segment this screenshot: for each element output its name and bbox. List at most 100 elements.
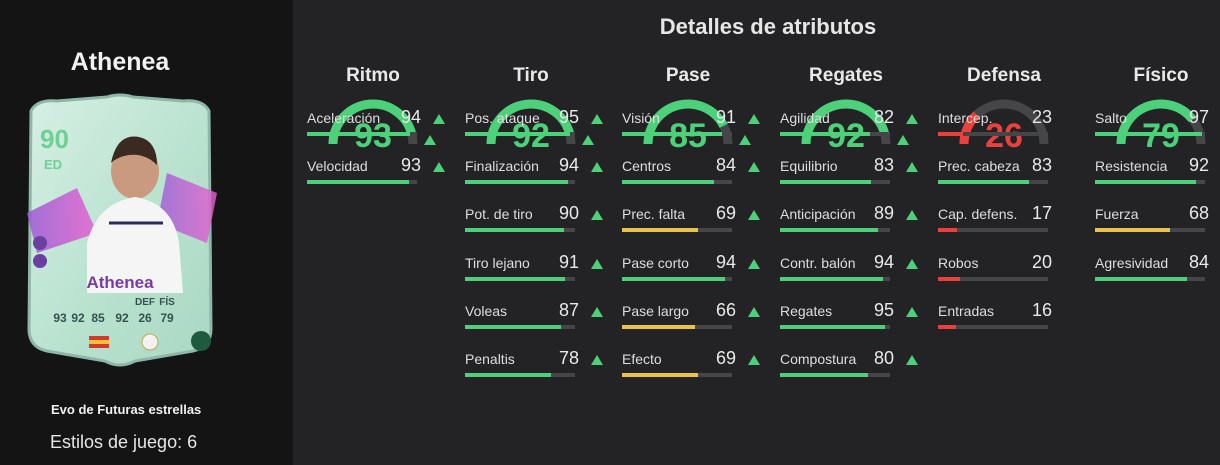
stat-label: Contr. balón <box>780 255 856 271</box>
stat-bar-fill <box>1095 277 1188 281</box>
up-arrow-icon <box>748 259 760 269</box>
card-stat-value: 92 <box>71 311 85 325</box>
stat-row: Pase largo 66 <box>622 300 762 335</box>
stat-label: Intercep. <box>938 110 993 126</box>
stat-row: Aceleración 94 <box>307 107 447 142</box>
stat-value: 91 <box>715 107 736 127</box>
stat-bar-track <box>938 277 1048 281</box>
stat-bar-track <box>465 132 575 136</box>
up-arrow-icon <box>591 307 603 317</box>
stat-value: 80 <box>873 348 894 368</box>
stat-row: Visión 91 <box>622 107 762 142</box>
stat-value: 91 <box>558 252 579 272</box>
stat-bar-fill <box>938 180 1030 184</box>
stat-label: Fuerza <box>1095 206 1139 222</box>
stat-value: 93 <box>400 155 421 175</box>
up-arrow-icon <box>748 162 760 172</box>
stat-label: Agresividad <box>1095 255 1169 271</box>
category-name: Físico <box>1133 65 1189 86</box>
stat-label: Regates <box>780 303 833 319</box>
stat-bar-fill <box>780 325 885 329</box>
stat-value: 84 <box>715 155 736 175</box>
stat-bar-fill <box>780 228 878 232</box>
stat-label: Equilibrio <box>780 158 838 174</box>
up-arrow-icon <box>591 259 603 269</box>
stat-label: Robos <box>938 255 979 271</box>
gauge-fill <box>1116 99 1197 145</box>
stat-value: 69 <box>715 348 736 368</box>
stat-bar-fill <box>307 180 410 184</box>
stat-label: Agilidad <box>780 110 830 126</box>
stat-bar-track <box>780 373 890 377</box>
stat-label: Resistencia <box>1095 158 1168 174</box>
stat-label: Pase largo <box>622 303 689 319</box>
stat-label: Aceleración <box>307 110 381 126</box>
stat-value: 89 <box>873 203 894 223</box>
gauge-fill <box>328 99 417 145</box>
stat-value: 66 <box>715 300 736 320</box>
stat-bar-track <box>780 325 890 329</box>
stat-bar-fill <box>465 180 569 184</box>
stat-bar-track <box>622 325 732 329</box>
stat-row: Entradas 16 <box>938 300 1078 335</box>
up-arrow-icon <box>906 114 918 124</box>
stat-bar-track <box>938 228 1048 232</box>
stat-label: Compostura <box>780 351 857 367</box>
category-name: Pase <box>665 65 711 86</box>
stat-row: Centros 84 <box>622 155 762 190</box>
stat-row: Efecto 69 <box>622 348 762 383</box>
stat-bar-track <box>1095 180 1205 184</box>
stat-value: 90 <box>558 203 579 223</box>
card-overall: 90 <box>40 124 69 154</box>
stat-value: 82 <box>873 107 894 127</box>
stat-bar-fill <box>307 132 411 136</box>
stat-bar-fill <box>465 277 566 281</box>
stat-value: 78 <box>558 348 579 368</box>
player-card-image[interactable] <box>17 93 223 369</box>
up-arrow-icon <box>433 114 445 124</box>
stat-label: Finalización <box>465 158 539 174</box>
stat-bar-fill <box>780 180 872 184</box>
stat-row: Salto 97 <box>1095 107 1220 142</box>
stat-label: Entradas <box>938 303 995 319</box>
stat-bar-track <box>1095 277 1205 281</box>
stat-value: 20 <box>1031 252 1052 272</box>
stat-bar-track <box>465 228 575 232</box>
stat-row: Penaltis 78 <box>465 348 605 383</box>
stat-label: Pot. de tiro <box>465 206 533 222</box>
stat-bar-fill <box>1095 228 1170 232</box>
stat-bar-fill <box>780 373 868 377</box>
stat-value: 94 <box>400 107 421 127</box>
stat-bar-track <box>307 132 417 136</box>
stat-value: 17 <box>1031 203 1052 223</box>
gauge-fill <box>959 111 980 145</box>
stat-bar-fill <box>938 132 964 136</box>
page-title: Detalles de atributos <box>659 14 877 39</box>
stat-bar-fill <box>622 373 698 377</box>
up-arrow-icon <box>582 135 594 145</box>
stat-row: Pot. de tiro 90 <box>465 203 605 238</box>
up-arrow-icon <box>906 259 918 269</box>
card-stat-label: DEF <box>135 297 155 308</box>
card-stat-value: 92 <box>115 311 129 325</box>
stat-bar-track <box>938 132 1048 136</box>
stat-value: 95 <box>873 300 894 320</box>
category-name: Regates <box>809 65 883 86</box>
stat-bar-fill <box>1095 132 1202 136</box>
stat-label: Efecto <box>622 351 662 367</box>
stat-row: Velocidad 93 <box>307 155 447 190</box>
card-player-name: Athenea <box>86 273 154 292</box>
stat-bar-track <box>780 180 890 184</box>
stat-bar-fill <box>465 228 564 232</box>
player-panel: Athenea 90 ED Athenea 93 92 85 92 DEF 26 FÍ <box>0 0 293 465</box>
stat-bar-fill <box>938 228 957 232</box>
stat-label: Cap. defens. <box>938 206 1018 222</box>
stat-bar-track <box>938 180 1048 184</box>
stat-row: Resistencia 92 <box>1095 155 1220 190</box>
up-arrow-icon <box>748 210 760 220</box>
stat-bar-track <box>780 277 890 281</box>
card-position: ED <box>44 157 63 172</box>
up-arrow-icon <box>897 135 909 145</box>
stat-label: Voleas <box>465 303 508 319</box>
stat-row: Prec. cabeza 83 <box>938 155 1078 190</box>
